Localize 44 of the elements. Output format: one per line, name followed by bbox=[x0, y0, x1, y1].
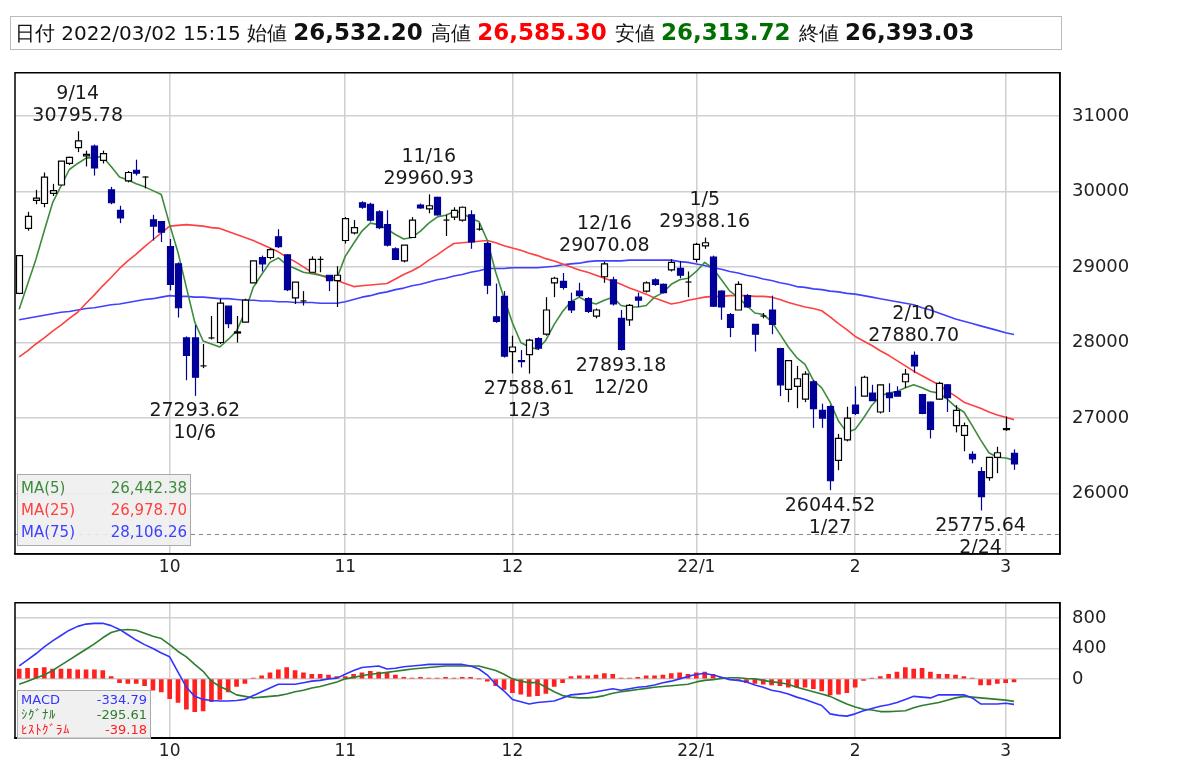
x-tick-label: 22/1 bbox=[677, 739, 716, 760]
series-label: ｼｸﾞﾅﾙ bbox=[21, 707, 56, 722]
annotation: 1/5 29388.16 bbox=[659, 187, 751, 232]
y-tick-label: 30000 bbox=[1072, 179, 1130, 201]
y-tick-label: 31000 bbox=[1072, 103, 1130, 125]
text: ﾋｽﾄｸﾞﾗﾑ bbox=[21, 722, 70, 737]
annotation: 9/14 30795.78 bbox=[32, 80, 124, 125]
x-tick-label: 3 bbox=[1000, 555, 1012, 576]
annotation: 26,442.38 bbox=[110, 478, 187, 499]
y-tick-label: 400 bbox=[1072, 636, 1107, 658]
x-tick-label: 2 bbox=[849, 555, 861, 576]
text: MACD bbox=[21, 692, 60, 707]
annotation: -295.61 bbox=[96, 707, 147, 722]
annotation: -334.79 bbox=[96, 692, 147, 707]
annotation: 26044.52 1/27 bbox=[784, 492, 876, 537]
annotation: 26,978.70 bbox=[110, 500, 187, 521]
x-tick-label: 11 bbox=[334, 739, 357, 760]
y-tick-label: 28000 bbox=[1072, 330, 1130, 352]
x-tick-label: 3 bbox=[1000, 739, 1012, 760]
annotation: 28,106.26 bbox=[110, 522, 187, 543]
annotation: 27893.18 12/20 bbox=[575, 352, 667, 397]
x-tick-label: 11 bbox=[334, 555, 357, 576]
y-tick-label: 26000 bbox=[1072, 481, 1130, 503]
text: MA(75) bbox=[21, 522, 75, 543]
annotation: 12/16 29070.08 bbox=[559, 211, 650, 256]
text: MA(25) bbox=[21, 500, 75, 521]
y-tick-label: 27000 bbox=[1072, 405, 1130, 427]
chart-title: 日付 2022/03/02 15:15 始値 26,532.20 高値 26,585.30 安値 26,313.72 終値 26,393.03 bbox=[15, 19, 975, 45]
text: MA(5) bbox=[21, 478, 66, 499]
y-tick-label: 29000 bbox=[1072, 254, 1130, 276]
annotation: 2/10 27880.70 bbox=[868, 300, 960, 345]
annotation: -39.18 bbox=[105, 722, 147, 737]
x-tick-label: 2 bbox=[849, 739, 861, 760]
y-tick-label: 0 bbox=[1072, 666, 1084, 688]
x-tick-label: 10 bbox=[158, 739, 181, 760]
x-tick-label: 12 bbox=[501, 739, 524, 760]
x-tick-label: 12 bbox=[501, 555, 524, 576]
annotation: 25775.64 2/24 bbox=[935, 512, 1026, 557]
annotation: 27588.61 12/3 bbox=[483, 376, 575, 420]
annotation: 11/16 29960.93 bbox=[383, 143, 475, 188]
annotation: 27293.62 10/6 bbox=[149, 398, 241, 443]
x-tick-label: 22/1 bbox=[677, 555, 716, 576]
y-tick-label: 800 bbox=[1072, 605, 1107, 627]
x-tick-label: 10 bbox=[158, 555, 181, 576]
